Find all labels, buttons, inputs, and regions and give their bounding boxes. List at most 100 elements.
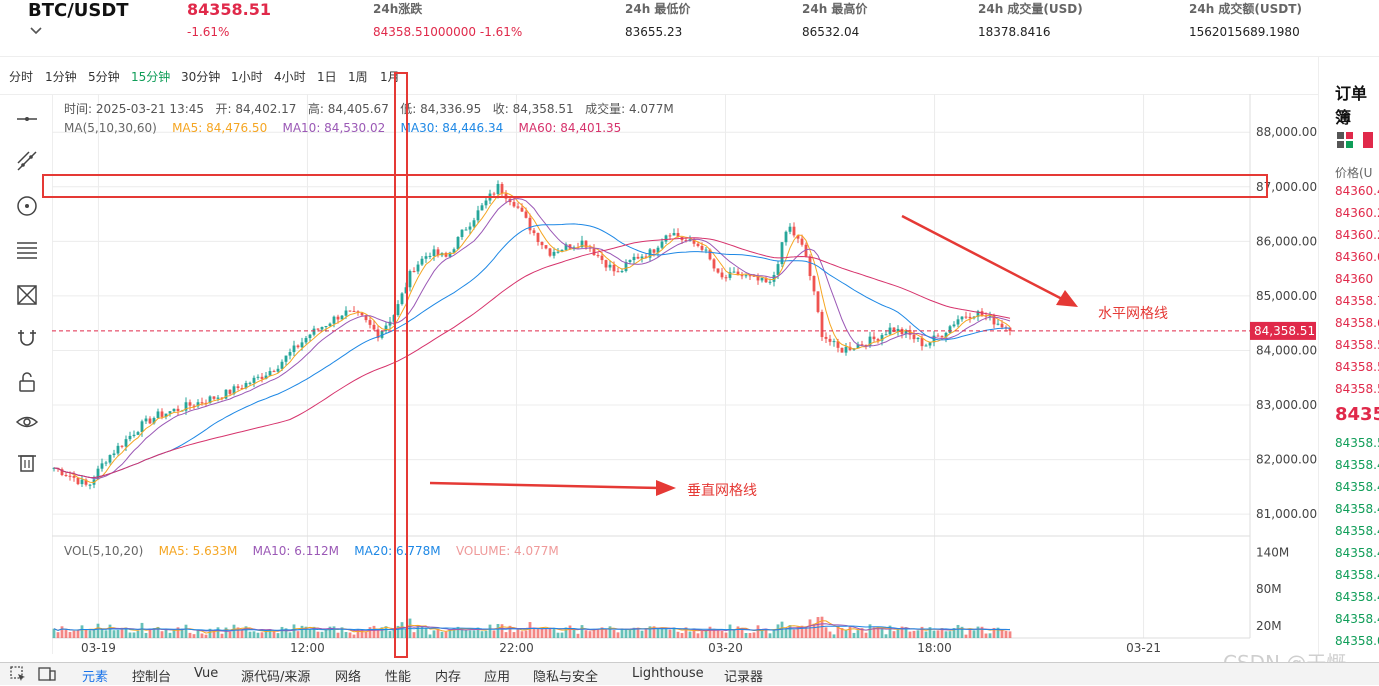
bid-price[interactable]: 84358.0: [1335, 634, 1379, 648]
volume-bar-up: [268, 629, 272, 638]
ask-price[interactable]: 84360.0: [1335, 250, 1379, 264]
bid-price[interactable]: 84358.4: [1335, 568, 1379, 582]
volume-bar-down: [836, 626, 840, 638]
bid-price[interactable]: 84358.5: [1335, 436, 1379, 450]
magnet-icon[interactable]: [10, 323, 44, 353]
pair-name[interactable]: BTC/USDT: [28, 0, 129, 21]
devtools-tab-vue[interactable]: Vue: [194, 666, 219, 681]
volume-bar-up: [780, 621, 784, 638]
stat-value-change: 84358.51000000 -1.61%: [373, 25, 523, 39]
trash-icon[interactable]: [10, 447, 44, 477]
candle-up: [344, 310, 348, 316]
ask-price[interactable]: 84360.2: [1335, 206, 1379, 220]
candle-up: [128, 435, 132, 440]
circle-tool-icon[interactable]: [10, 191, 44, 221]
interval-tab-active[interactable]: 15分钟: [131, 70, 171, 84]
interval-tab[interactable]: 分时: [9, 70, 34, 84]
volume-bar-up: [380, 627, 384, 638]
candle-up: [552, 251, 556, 256]
bid-price[interactable]: 84358.4: [1335, 546, 1379, 560]
volume-bar-down: [376, 630, 380, 638]
stat-label-turnover: 24h 成交额(USDT): [1189, 2, 1302, 16]
shape-tool-icon[interactable]: [10, 280, 44, 310]
candle-down: [752, 275, 756, 277]
devtools-tab-elements[interactable]: 元素: [82, 670, 109, 685]
volume-bar-up: [284, 628, 288, 638]
close-label: 收:: [492, 102, 509, 116]
ask-price[interactable]: 84360: [1335, 272, 1374, 286]
candle-up: [384, 325, 388, 331]
candle-down: [540, 242, 544, 246]
ask-price[interactable]: 84358.5: [1335, 338, 1379, 352]
ohlc-legend: 时间: 2025-03-21 13:45 开: 84,402.17 高: 84,…: [64, 100, 674, 117]
orderbook-layout-icon[interactable]: [1337, 132, 1353, 148]
volume-bar-down: [708, 626, 712, 638]
bid-price[interactable]: 84358.4: [1335, 590, 1379, 604]
candle-down: [724, 277, 728, 279]
ask-price[interactable]: 84358.7: [1335, 294, 1379, 308]
bid-price[interactable]: 84358.4: [1335, 480, 1379, 494]
devtools-tab-recorder[interactable]: 记录器: [724, 670, 764, 685]
candle-up: [396, 304, 400, 316]
interval-tab[interactable]: 1小时: [231, 70, 263, 84]
devtools-tab-application[interactable]: 应用: [484, 670, 511, 685]
interval-tab[interactable]: 1日: [317, 70, 337, 84]
interval-tab[interactable]: 1分钟: [45, 70, 77, 84]
price-tick-label: 86,000.00: [1256, 234, 1317, 248]
kline-svg[interactable]: 88,000.00 87,000.00 86,000.00 85,000.00 84,0…: [52, 94, 1318, 656]
devtools-tab-memory[interactable]: 内存: [435, 670, 462, 685]
devtools-tab-performance[interactable]: 性能: [385, 670, 412, 685]
devtools-tab-sources[interactable]: 源代码/来源: [241, 670, 311, 685]
trend-line-icon[interactable]: [10, 146, 44, 176]
ask-price[interactable]: 84360.2: [1335, 228, 1379, 242]
fib-lines-icon[interactable]: [10, 235, 44, 265]
orderbook-asks-icon[interactable]: [1363, 132, 1373, 148]
candle-up: [556, 251, 560, 253]
inspect-element-icon[interactable]: [10, 666, 26, 686]
devtools-tab-console[interactable]: 控制台: [132, 670, 172, 685]
device-toolbar-icon[interactable]: [38, 666, 56, 686]
bid-price[interactable]: 84358.4: [1335, 612, 1379, 626]
volume-bar-up: [300, 625, 304, 638]
candle-down: [712, 259, 716, 269]
candle-down: [636, 256, 640, 259]
volume-bar-down: [212, 629, 216, 638]
volume-bar-down: [936, 630, 940, 638]
volume-bar-up: [124, 627, 128, 638]
volume-bar-down: [668, 629, 672, 638]
devtools-tab-lighthouse[interactable]: Lighthouse: [632, 666, 704, 681]
lock-icon[interactable]: [10, 367, 44, 397]
candle-up: [704, 249, 708, 251]
interval-tab[interactable]: 5分钟: [88, 70, 120, 84]
bid-price[interactable]: 84358.4: [1335, 524, 1379, 538]
candle-down: [600, 255, 604, 261]
candle-down: [68, 475, 72, 477]
interval-tab[interactable]: 4小时: [274, 70, 306, 84]
volume-tick-label: 20M: [1256, 619, 1282, 633]
volume-bar-down: [1000, 629, 1004, 638]
ask-price[interactable]: 84358.5: [1335, 360, 1379, 374]
ask-price[interactable]: 84358.5: [1335, 382, 1379, 396]
volume-bar-up: [976, 626, 980, 638]
interval-tab[interactable]: 30分钟: [181, 70, 221, 84]
candle-up: [196, 402, 200, 407]
ask-price[interactable]: 84358.6: [1335, 316, 1379, 330]
volume-bar-down: [520, 631, 524, 638]
devtools-tab-network[interactable]: 网络: [335, 670, 362, 685]
volume-bar-up: [496, 624, 500, 638]
bid-price[interactable]: 84358.4: [1335, 502, 1379, 516]
vertical-annotation-arrow: [429, 481, 661, 490]
bid-price[interactable]: 84358.4: [1335, 458, 1379, 472]
interval-tab[interactable]: 1周: [348, 70, 368, 84]
stat-label-low: 24h 最低价: [625, 2, 691, 16]
line-tool-icon[interactable]: [10, 104, 44, 134]
volume-bar-up: [88, 630, 92, 638]
ask-price[interactable]: 84360.4: [1335, 184, 1379, 198]
kline-chart[interactable]: 88,000.00 87,000.00 86,000.00 85,000.00 84,0…: [42, 72, 1318, 658]
candle-down: [492, 193, 496, 195]
candle-down: [176, 408, 180, 411]
chevron-down-icon[interactable]: [30, 24, 42, 38]
mid-price: 8435: [1335, 404, 1379, 425]
eye-icon[interactable]: [10, 407, 44, 437]
devtools-tab-privacy[interactable]: 隐私与安全: [533, 670, 599, 685]
